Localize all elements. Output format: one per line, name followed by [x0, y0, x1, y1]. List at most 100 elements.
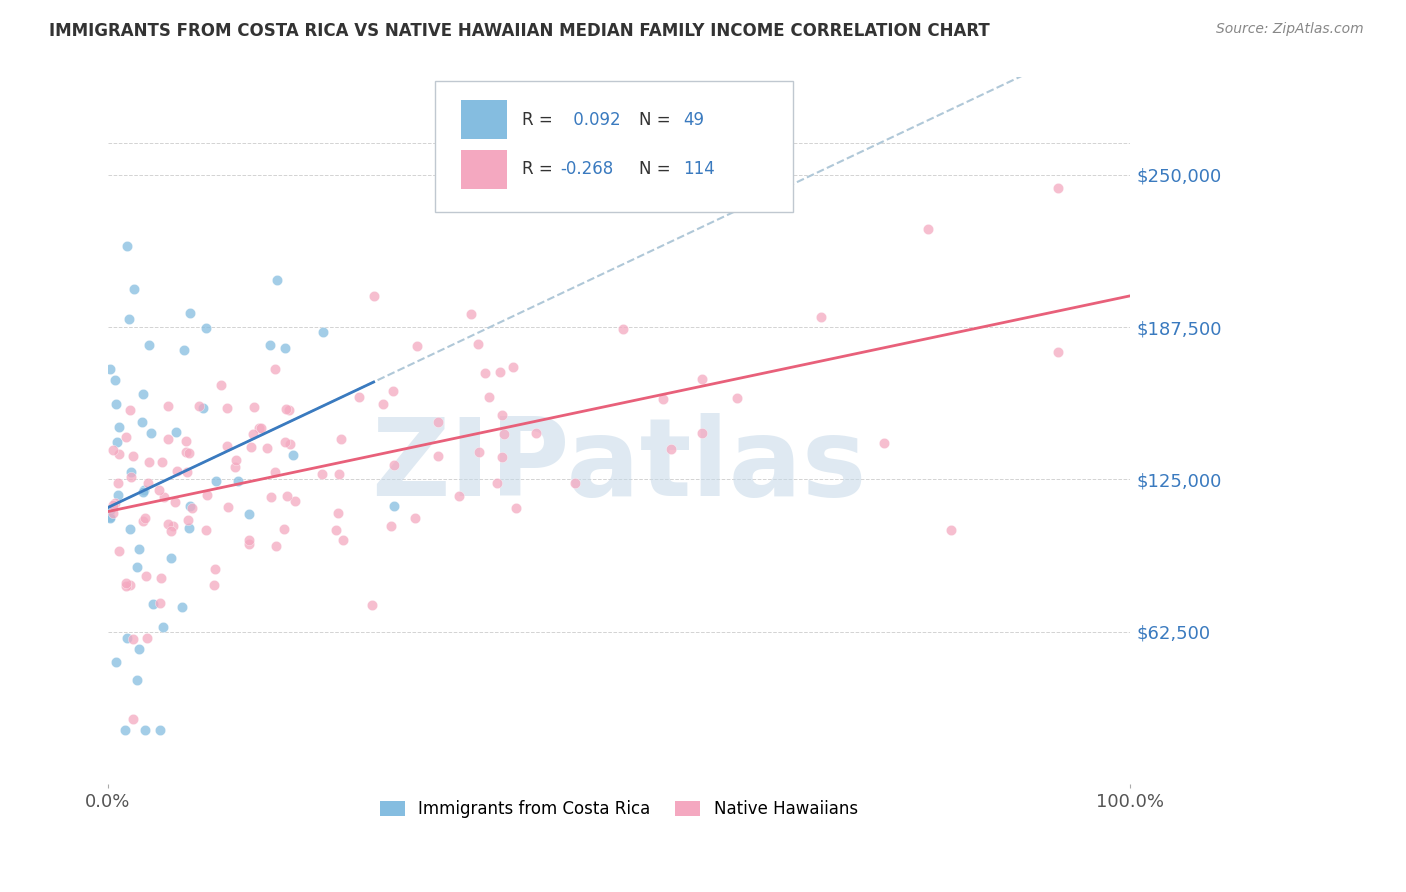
Point — [101, 498, 124, 512]
Point — [124, 282, 146, 296]
Point — [104, 496, 127, 510]
Point — [363, 289, 385, 303]
Point — [150, 571, 173, 585]
Point — [195, 488, 218, 502]
Point — [150, 455, 173, 469]
Point — [105, 396, 128, 410]
Point — [149, 596, 172, 610]
Point — [264, 361, 287, 376]
Point — [132, 483, 155, 497]
Point — [166, 464, 188, 478]
Point — [218, 500, 240, 514]
Point — [278, 436, 301, 450]
Point — [725, 391, 748, 405]
Point — [132, 514, 155, 528]
Point — [177, 513, 200, 527]
Text: N =: N = — [640, 161, 676, 178]
Point — [492, 427, 515, 442]
Point — [564, 476, 586, 491]
Point — [659, 442, 682, 457]
Point — [329, 432, 352, 446]
Point — [149, 723, 172, 738]
Point — [238, 533, 260, 548]
Point — [148, 483, 170, 498]
Point — [485, 475, 508, 490]
Point — [114, 723, 136, 738]
Point — [193, 401, 215, 416]
Point — [131, 415, 153, 429]
Point — [505, 501, 527, 516]
Text: 114: 114 — [683, 161, 716, 178]
Point — [274, 401, 297, 416]
Point — [152, 620, 174, 634]
FancyBboxPatch shape — [434, 81, 793, 211]
Point — [427, 415, 450, 429]
Point — [215, 401, 238, 415]
Point — [179, 499, 201, 513]
Point — [274, 435, 297, 450]
Point — [115, 239, 138, 253]
Point — [361, 598, 384, 612]
FancyBboxPatch shape — [461, 150, 506, 189]
Point — [162, 519, 184, 533]
Point — [328, 467, 350, 482]
Point — [242, 400, 264, 414]
Point — [120, 578, 142, 592]
Point — [187, 399, 209, 413]
Point — [107, 447, 129, 461]
Point — [325, 523, 347, 537]
FancyBboxPatch shape — [461, 101, 506, 139]
Point — [98, 510, 121, 524]
Legend: Immigrants from Costa Rica, Native Hawaiians: Immigrants from Costa Rica, Native Hawai… — [373, 794, 865, 825]
Point — [128, 542, 150, 557]
Point — [468, 445, 491, 459]
Point — [238, 507, 260, 521]
Point — [652, 392, 675, 406]
Point — [104, 373, 127, 387]
Point — [810, 310, 832, 324]
Point — [260, 491, 283, 505]
Point — [122, 632, 145, 646]
Point — [127, 673, 149, 687]
Point — [134, 511, 156, 525]
Point — [266, 273, 288, 287]
Point — [174, 434, 197, 449]
Point — [449, 489, 471, 503]
Point — [225, 453, 247, 467]
Point — [195, 524, 218, 538]
Point — [1047, 345, 1070, 359]
Point — [274, 341, 297, 355]
Point — [311, 467, 333, 481]
Point — [491, 408, 513, 422]
Point — [239, 440, 262, 454]
Point — [427, 450, 450, 464]
Point — [242, 427, 264, 442]
Point — [128, 641, 150, 656]
Point — [371, 397, 394, 411]
Point — [142, 597, 165, 611]
Point — [115, 579, 138, 593]
Point — [157, 399, 180, 413]
Point — [467, 337, 489, 351]
Point — [136, 476, 159, 491]
Point — [939, 523, 962, 537]
Point — [176, 465, 198, 479]
Point — [179, 446, 201, 460]
Point — [405, 339, 427, 353]
Point — [276, 489, 298, 503]
Point — [326, 506, 349, 520]
Text: -0.268: -0.268 — [561, 161, 614, 178]
Point — [264, 465, 287, 479]
Point — [460, 307, 482, 321]
Point — [692, 425, 714, 440]
Point — [120, 403, 142, 417]
Point — [107, 488, 129, 502]
Text: 0.092: 0.092 — [568, 111, 620, 128]
Point — [132, 485, 155, 500]
Point — [98, 511, 121, 525]
Point — [332, 533, 354, 547]
Point — [474, 367, 496, 381]
Point — [209, 378, 232, 392]
Point — [173, 343, 195, 357]
Point — [105, 655, 128, 669]
